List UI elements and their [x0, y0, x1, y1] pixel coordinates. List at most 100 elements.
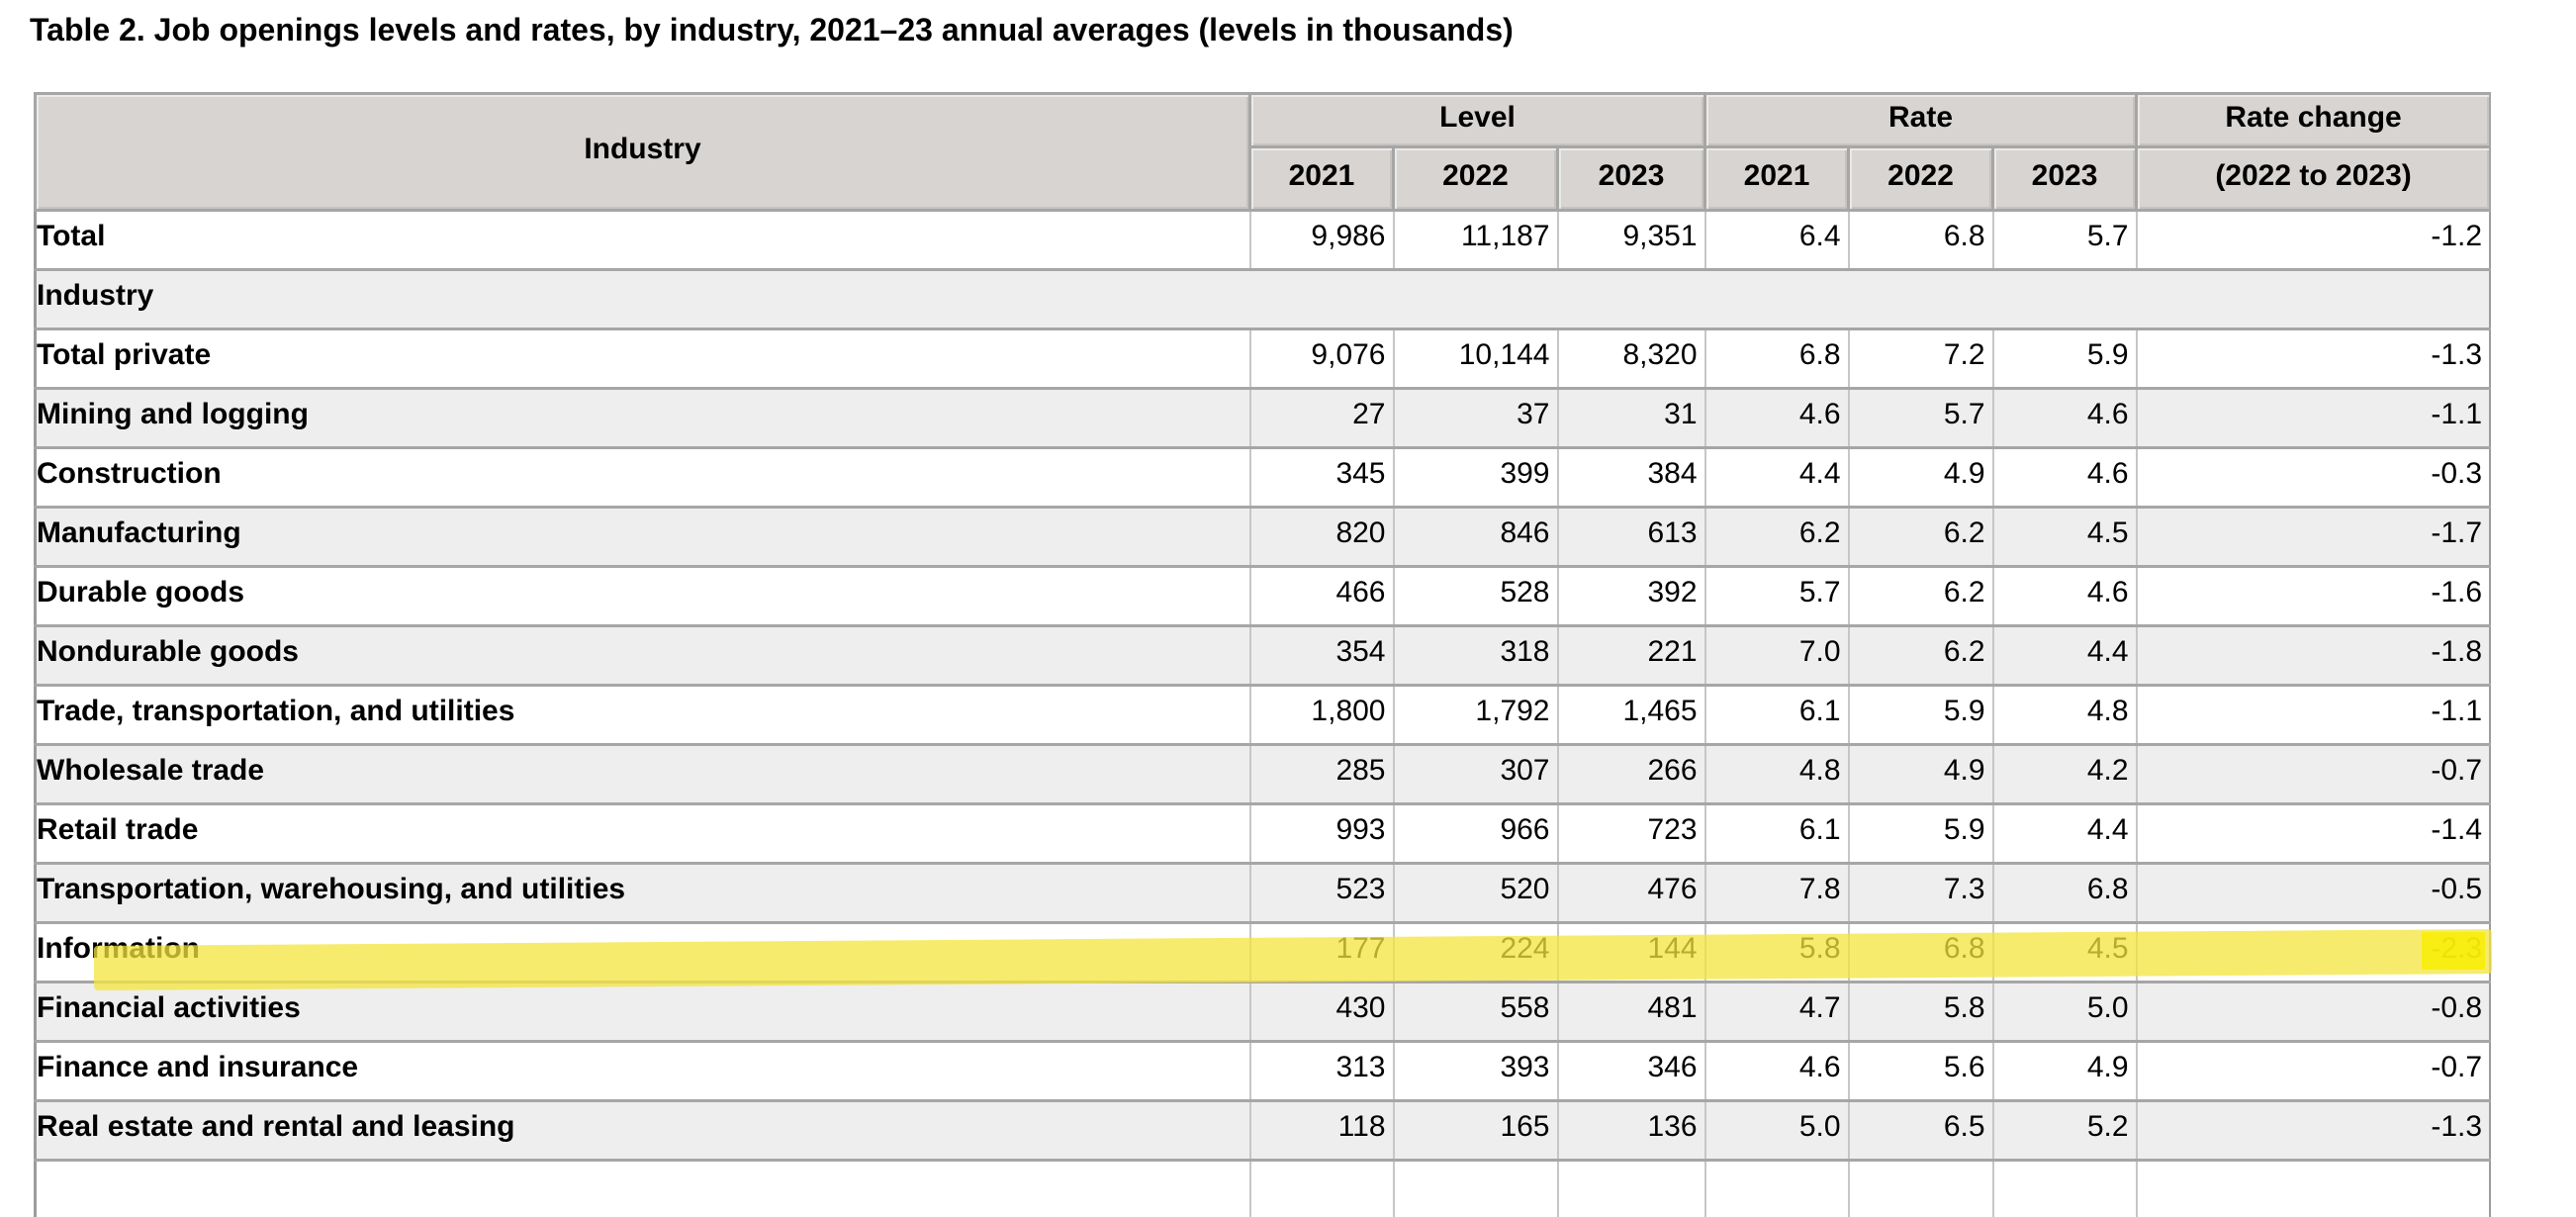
cell-value: 6.5 — [1847, 1100, 1994, 1162]
cell-value: 384 — [1556, 447, 1706, 509]
cell-value: 313 — [1248, 1041, 1395, 1102]
row-label: Total — [34, 210, 1251, 271]
table-row — [34, 1160, 2491, 1217]
table-row: Financial activities 430 558 481 4.7 5.8 5.0 -0… — [34, 982, 2491, 1043]
cell-value: 5.7 — [1991, 210, 2138, 271]
cell-value: -0.3 — [2135, 447, 2491, 509]
cell-value: -1.2 — [2135, 210, 2491, 271]
cell-value: 165 — [1392, 1100, 1559, 1162]
cell-value: 318 — [1392, 625, 1559, 687]
cell-value: 5.7 — [1847, 388, 1994, 449]
cell-value: 224 — [1392, 922, 1559, 983]
cell-value: 7.0 — [1703, 625, 1850, 687]
cell-value: 9,986 — [1248, 210, 1395, 271]
row-label: Real estate and rental and leasing — [34, 1100, 1251, 1162]
cell-value: 9,076 — [1248, 328, 1395, 390]
cell-value: 177 — [1248, 922, 1395, 983]
cell-value: 31 — [1556, 388, 1706, 449]
row-label: Finance and insurance — [34, 1041, 1251, 1102]
cell-value: 354 — [1248, 625, 1395, 687]
cell-value: 4.6 — [1703, 1041, 1850, 1102]
cell-value: 4.9 — [1847, 744, 1994, 805]
cell-value: 6.1 — [1703, 685, 1850, 746]
job-openings-table: Industry Level Rate Rate change 2021 202… — [34, 92, 2491, 1217]
cell-value: 285 — [1248, 744, 1395, 805]
row-label: Industry — [34, 269, 2491, 330]
cell-value: 5.2 — [1991, 1100, 2138, 1162]
row-label: Retail trade — [34, 803, 1251, 865]
cell-value: 345 — [1248, 447, 1395, 509]
row-label: Construction — [34, 447, 1251, 509]
cell-value: -1.3 — [2135, 1100, 2491, 1162]
col-header-rate-change-period: (2022 to 2023) — [2135, 145, 2491, 212]
cell-value: 6.2 — [1847, 507, 1994, 568]
cell-value: -0.7 — [2135, 1041, 2491, 1102]
cell-value: 558 — [1392, 982, 1559, 1043]
cell-value — [1703, 1160, 1850, 1217]
col-header-rate-2022: 2022 — [1847, 145, 1995, 212]
cell-value: 528 — [1392, 566, 1559, 627]
cell-value: 466 — [1248, 566, 1395, 627]
cell-value: -0.5 — [2135, 863, 2491, 924]
table-container: Industry Level Rate Rate change 2021 202… — [34, 92, 2491, 1217]
cell-value: -0.7 — [2135, 744, 2491, 805]
row-label — [34, 1160, 1251, 1217]
cell-value: 1,792 — [1392, 685, 1559, 746]
cell-value: 5.8 — [1703, 922, 1850, 983]
table-row: Real estate and rental and leasing 118 165… — [34, 1100, 2491, 1162]
row-label: Financial activities — [34, 982, 1251, 1043]
cell-value: 266 — [1556, 744, 1706, 805]
table-row: Trade, transportation, and utilities 1,80… — [34, 685, 2491, 746]
cell-value — [2135, 1160, 2491, 1217]
cell-value: 520 — [1392, 863, 1559, 924]
cell-value: 7.8 — [1703, 863, 1850, 924]
cell-value: 4.5 — [1991, 507, 2138, 568]
cell-value — [1991, 1160, 2138, 1217]
row-label: Trade, transportation, and utilities — [34, 685, 1251, 746]
cell-value: 4.6 — [1703, 388, 1850, 449]
cell-value: 6.8 — [1991, 863, 2138, 924]
cell-value: 144 — [1556, 922, 1706, 983]
cell-value: 5.7 — [1703, 566, 1850, 627]
table-row: Wholesale trade 285 307 266 4.8 4.9 4.2 -0.7 — [34, 744, 2491, 805]
cell-value: -0.8 — [2135, 982, 2491, 1043]
table-row: Manufacturing 820 846 613 6.2 6.2 4.5 -1.7 — [34, 507, 2491, 568]
table-row: Total 9,986 11,187 9,351 6.4 6.8 5.7 -1.2 — [34, 210, 2491, 271]
cell-value: -1.7 — [2135, 507, 2491, 568]
cell-value: 993 — [1248, 803, 1395, 865]
col-header-industry: Industry — [34, 92, 1251, 212]
cell-value: 6.2 — [1847, 625, 1994, 687]
cell-value: 5.8 — [1847, 982, 1994, 1043]
cell-value: -1.1 — [2135, 388, 2491, 449]
cell-value: 523 — [1248, 863, 1395, 924]
cell-value: 1,800 — [1248, 685, 1395, 746]
table-row: Nondurable goods 354 318 221 7.0 6.2 4.4 -1.8 — [34, 625, 2491, 687]
cell-value: 481 — [1556, 982, 1706, 1043]
cell-value: -1.6 — [2135, 566, 2491, 627]
col-group-rate-change: Rate change — [2135, 92, 2491, 148]
table-row: Finance and insurance 313 393 346 4.6 5.6 4.9-… — [34, 1041, 2491, 1102]
cell-value: 6.8 — [1847, 922, 1994, 983]
cell-value: 5.9 — [1847, 685, 1994, 746]
row-label: Durable goods — [34, 566, 1251, 627]
table-row: Transportation, warehousing, and utiliti… — [34, 863, 2491, 924]
cell-value — [1248, 1160, 1395, 1217]
col-header-level-2022: 2022 — [1392, 145, 1559, 212]
table-title: Table 2. Job openings levels and rates, … — [30, 12, 1514, 47]
table-row: Retail trade 993 966 723 6.1 5.9 4.4 -1.4 — [34, 803, 2491, 865]
cell-value: 4.9 — [1991, 1041, 2138, 1102]
cell-value: 4.7 — [1703, 982, 1850, 1043]
cell-value: 346 — [1556, 1041, 1706, 1102]
cell-value: 5.9 — [1847, 803, 1994, 865]
cell-value: 846 — [1392, 507, 1559, 568]
table-row: Durable goods 466 528 392 5.7 6.2 4.6 -1.6 — [34, 566, 2491, 627]
cell-value: 966 — [1392, 803, 1559, 865]
cell-value — [1556, 1160, 1706, 1217]
cell-value: 6.2 — [1703, 507, 1850, 568]
col-header-level-2021: 2021 — [1248, 145, 1395, 212]
row-label: Total private — [34, 328, 1251, 390]
cell-value: 221 — [1556, 625, 1706, 687]
cell-value: 4.5 — [1991, 922, 2138, 983]
cell-value: 10,144 — [1392, 328, 1559, 390]
